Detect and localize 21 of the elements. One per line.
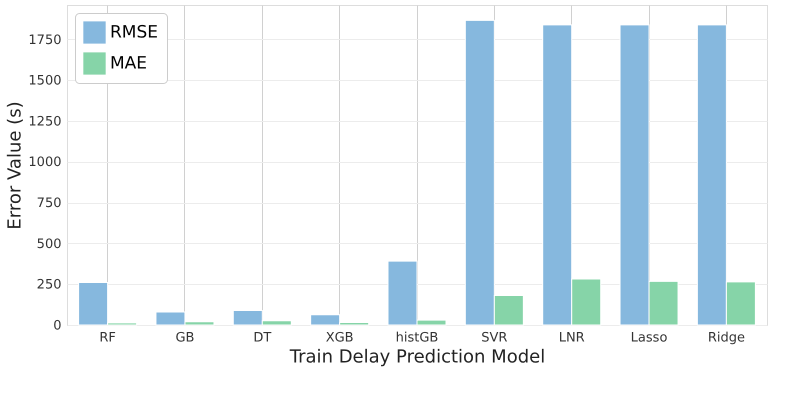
- y-tick-label: 500: [36, 236, 62, 252]
- y-tick-label: 0: [53, 318, 62, 334]
- x-axis-title: Train Delay Prediction Model: [288, 346, 546, 368]
- x-tick-label: RF: [99, 330, 116, 346]
- x-tick-label: DT: [253, 330, 272, 346]
- legend-label: MAE: [110, 54, 148, 74]
- y-tick-label: 250: [36, 278, 62, 293]
- x-tick-label: XGB: [326, 330, 354, 346]
- x-tick-label: histGB: [396, 330, 438, 346]
- x-tick-label: Ridge: [708, 330, 745, 346]
- y-tick-label: 1250: [28, 114, 62, 130]
- y-tick-label: 1000: [28, 155, 62, 170]
- x-tick-label: SVR: [481, 330, 508, 346]
- y-axis-title: Error Value (s): [4, 101, 26, 230]
- y-tick-label: 1750: [28, 32, 62, 48]
- x-tick-label: GB: [175, 330, 194, 346]
- x-tick-label: LNR: [558, 330, 585, 346]
- x-tick-label: Lasso: [630, 330, 668, 346]
- legend-label: RMSE: [110, 22, 158, 42]
- y-tick-label: 750: [36, 196, 62, 212]
- y-tick-label: 1500: [28, 74, 62, 89]
